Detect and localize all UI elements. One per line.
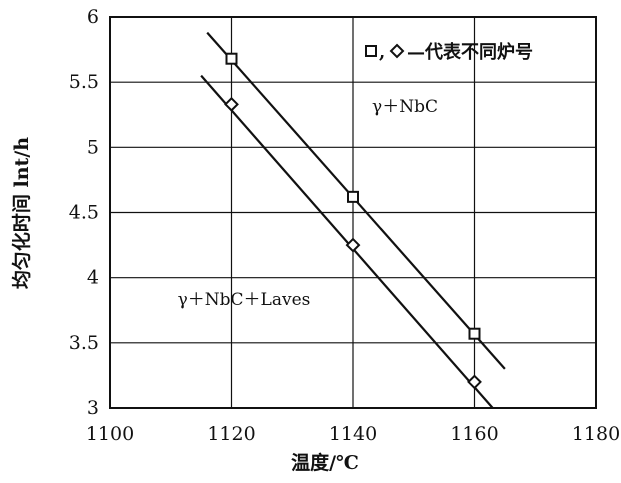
diamond-point — [224, 96, 239, 112]
y-tick-label: 4.5 — [69, 202, 99, 224]
x-axis-title: 温度/℃ — [291, 451, 359, 474]
diamond-point — [345, 237, 361, 253]
x-tick-label: 1120 — [207, 423, 255, 445]
region-label-nbc: γ＋NbC — [372, 97, 438, 117]
y-tick-label: 5 — [87, 136, 99, 158]
y-tick-label: 5.5 — [69, 71, 99, 93]
y-tick-labels: 3 3.5 4 4.5 5 5.5 6 — [69, 6, 99, 419]
region-label-laves: γ＋NbC＋Laves — [178, 290, 311, 310]
grid-lines — [110, 17, 596, 408]
y-tick-label: 3.5 — [69, 332, 99, 354]
y-axis-title: 均匀化时间 lnt/h — [10, 137, 33, 289]
fit-line-diamond — [200, 74, 494, 409]
legend-label: —代表不同炉号 — [407, 41, 533, 63]
square-point — [225, 52, 238, 65]
y-tick-label: 3 — [87, 397, 99, 419]
legend-square-marker — [365, 45, 377, 57]
diamond-point — [467, 374, 482, 390]
x-tick-labels: 1100 1120 1140 1160 1180 — [86, 423, 620, 445]
legend: , —代表不同炉号 — [365, 41, 533, 63]
plot-frame — [109, 16, 597, 409]
x-tick-label: 1100 — [86, 423, 134, 445]
x-tick-label: 1160 — [450, 423, 498, 445]
y-tick-label: 6 — [87, 6, 99, 28]
data-markers — [224, 52, 482, 390]
x-tick-label: 1180 — [572, 423, 620, 445]
y-tick-label: 4 — [87, 267, 99, 289]
legend-diamond-marker — [389, 43, 405, 59]
x-tick-label: 1140 — [329, 423, 377, 445]
legend-separator: , — [379, 42, 385, 63]
square-point — [468, 327, 481, 340]
square-point — [347, 190, 359, 203]
